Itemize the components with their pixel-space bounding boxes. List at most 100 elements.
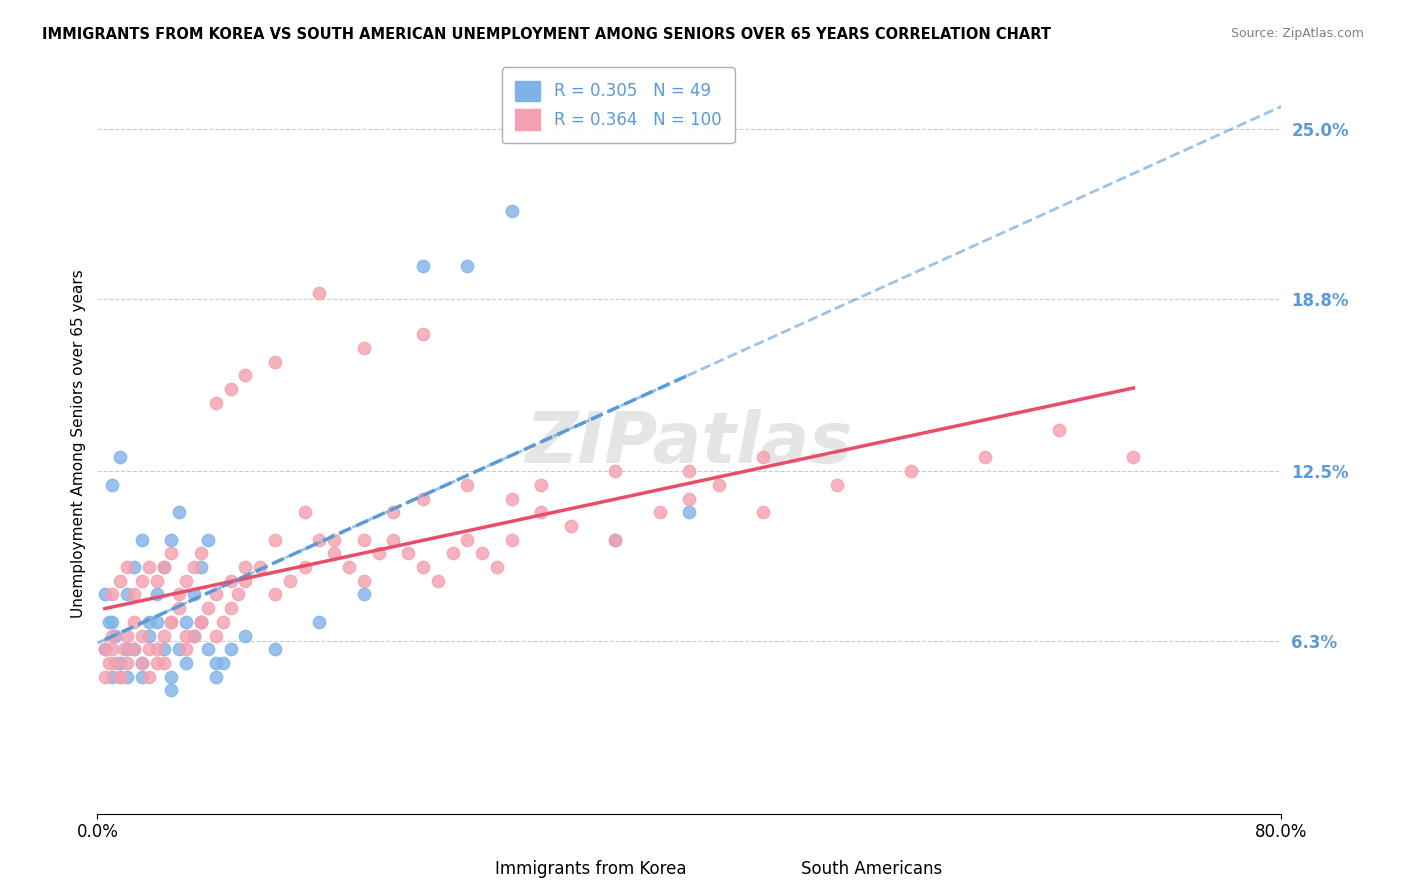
- Point: [382, 505, 405, 519]
- Text: ZIPatlas: ZIPatlas: [526, 409, 853, 478]
- Point: [101, 628, 124, 642]
- Point: [605, 533, 627, 547]
- Point: [264, 533, 287, 547]
- Legend: R = 0.305   N = 49, R = 0.364   N = 100: R = 0.305 N = 49, R = 0.364 N = 100: [502, 68, 735, 143]
- Point: [153, 628, 176, 642]
- Point: [138, 560, 160, 574]
- Point: [235, 368, 257, 383]
- Point: [308, 615, 330, 629]
- Point: [264, 354, 287, 368]
- Point: [501, 491, 523, 506]
- Point: [204, 656, 226, 670]
- Point: [264, 642, 287, 657]
- Point: [124, 615, 146, 629]
- Point: [190, 615, 212, 629]
- Point: [108, 670, 131, 684]
- Point: [678, 491, 700, 506]
- Point: [412, 259, 434, 273]
- Point: [101, 615, 124, 629]
- Point: [323, 533, 346, 547]
- Point: [101, 670, 124, 684]
- Point: [124, 587, 146, 601]
- Point: [124, 560, 146, 574]
- Text: IMMIGRANTS FROM KOREA VS SOUTH AMERICAN UNEMPLOYMENT AMONG SENIORS OVER 65 YEARS: IMMIGRANTS FROM KOREA VS SOUTH AMERICAN …: [42, 27, 1052, 42]
- Point: [183, 587, 205, 601]
- Point: [471, 546, 494, 560]
- Point: [308, 533, 330, 547]
- Point: [131, 670, 153, 684]
- Point: [174, 628, 197, 642]
- Point: [94, 642, 117, 657]
- Text: Immigrants from Korea: Immigrants from Korea: [495, 860, 686, 878]
- Y-axis label: Unemployment Among Seniors over 65 years: Unemployment Among Seniors over 65 years: [72, 269, 86, 618]
- Point: [115, 628, 138, 642]
- Point: [456, 533, 478, 547]
- Point: [153, 560, 176, 574]
- Point: [678, 505, 700, 519]
- Point: [160, 615, 183, 629]
- Point: [145, 587, 167, 601]
- Point: [367, 546, 389, 560]
- Point: [974, 450, 997, 465]
- Point: [501, 533, 523, 547]
- Point: [605, 464, 627, 478]
- Point: [235, 574, 257, 588]
- Point: [1122, 450, 1144, 465]
- Point: [530, 478, 553, 492]
- Point: [190, 615, 212, 629]
- Point: [501, 203, 523, 218]
- Text: Source: ZipAtlas.com: Source: ZipAtlas.com: [1230, 27, 1364, 40]
- Point: [212, 615, 235, 629]
- Point: [124, 642, 146, 657]
- Point: [104, 628, 127, 642]
- Point: [249, 560, 271, 574]
- Point: [212, 656, 235, 670]
- Point: [174, 656, 197, 670]
- Point: [112, 642, 135, 657]
- Point: [101, 642, 124, 657]
- Point: [115, 560, 138, 574]
- Point: [752, 450, 775, 465]
- Point: [197, 601, 219, 615]
- Point: [145, 656, 167, 670]
- Point: [131, 628, 153, 642]
- Point: [124, 642, 146, 657]
- Point: [160, 683, 183, 698]
- Point: [707, 478, 730, 492]
- Point: [204, 395, 226, 409]
- Point: [145, 642, 167, 657]
- Point: [138, 642, 160, 657]
- Point: [115, 587, 138, 601]
- Point: [167, 642, 190, 657]
- Point: [174, 574, 197, 588]
- Point: [219, 574, 242, 588]
- Point: [108, 574, 131, 588]
- Point: [94, 642, 117, 657]
- Point: [98, 615, 121, 629]
- Point: [827, 478, 849, 492]
- Point: [560, 519, 582, 533]
- Point: [101, 478, 124, 492]
- Point: [412, 491, 434, 506]
- Point: [353, 341, 375, 355]
- Point: [138, 628, 160, 642]
- Point: [183, 628, 205, 642]
- Point: [98, 656, 121, 670]
- Point: [485, 560, 508, 574]
- Point: [294, 505, 316, 519]
- Point: [167, 505, 190, 519]
- Point: [441, 546, 464, 560]
- Point: [226, 587, 249, 601]
- Point: [115, 670, 138, 684]
- Point: [183, 560, 205, 574]
- Point: [353, 574, 375, 588]
- Point: [183, 628, 205, 642]
- Point: [235, 560, 257, 574]
- Point: [456, 478, 478, 492]
- Point: [131, 574, 153, 588]
- Point: [752, 505, 775, 519]
- Point: [104, 656, 127, 670]
- Point: [530, 505, 553, 519]
- Point: [382, 533, 405, 547]
- Point: [353, 533, 375, 547]
